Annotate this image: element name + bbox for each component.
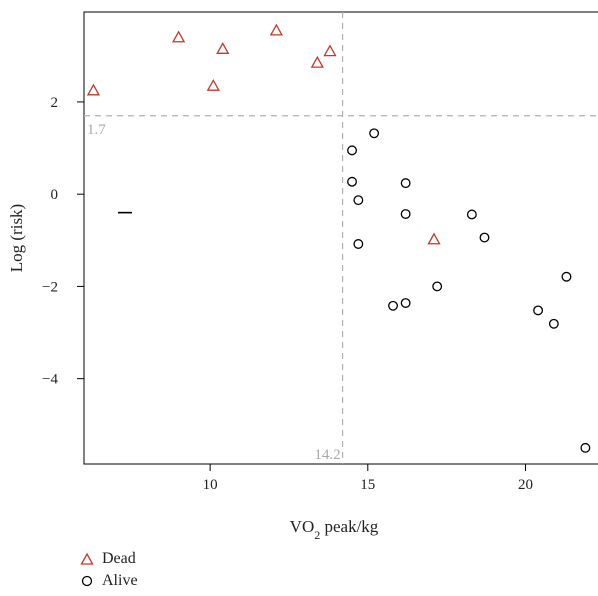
dead-point [216, 42, 230, 54]
plot-area [83, 11, 598, 465]
alive-point [479, 232, 490, 243]
legend-label-alive: Alive [102, 572, 138, 589]
alive-point [561, 271, 572, 282]
reference-lines: 14.2 1.7 [84, 12, 598, 464]
legend-item-alive: Alive [80, 570, 138, 592]
alive-point [353, 239, 364, 249]
alive-point [400, 298, 411, 308]
dead-point [206, 78, 220, 91]
legend: Dead Alive [80, 548, 138, 592]
dead-point [310, 55, 324, 68]
x-axis-ticks: 10 15 20 [203, 464, 533, 493]
dead-point [86, 83, 101, 96]
alive-point [533, 305, 544, 316]
horizontal-reference-label: 1.7 [87, 122, 106, 138]
plot-frame [83, 11, 598, 465]
legend-item-dead: Dead [80, 548, 138, 570]
y-axis-title: Log (risk) [7, 204, 26, 272]
x-tick-label: 10 [203, 477, 218, 493]
y-tick-label: 2 [51, 95, 59, 111]
alive-point [548, 318, 559, 329]
alive-point [580, 442, 591, 453]
y-tick-label: −4 [42, 372, 58, 388]
x-tick-label: 15 [360, 477, 375, 493]
alive-point [400, 178, 411, 189]
alive-point [388, 300, 398, 311]
y-axis-ticks: −4 −2 0 2 [42, 95, 84, 388]
dead-point [323, 44, 337, 57]
alive-point [369, 128, 380, 139]
data-points [86, 23, 591, 453]
dead-point [171, 30, 186, 43]
dead-point [427, 232, 441, 245]
y-tick-label: −2 [42, 279, 58, 295]
dead-point [269, 23, 283, 36]
alive-point [347, 145, 357, 156]
y-tick-label: 0 [51, 187, 59, 203]
scatter-chart: 14.2 1.7 10 15 20 −4 −2 0 2 VO2 peak/kg Log (r… [7, 11, 598, 542]
alive-point [432, 281, 443, 292]
x-tick-label: 20 [518, 477, 533, 493]
alive-point [353, 195, 364, 206]
alive-point [466, 209, 477, 220]
legend-label-dead: Dead [102, 550, 136, 567]
triangle-icon [80, 552, 94, 565]
alive-point [400, 209, 411, 219]
circle-icon [81, 575, 93, 587]
vertical-reference-label: 14.2 [314, 447, 340, 463]
alive-point [347, 176, 357, 187]
x-axis-title: VO2 peak/kg [290, 517, 379, 542]
